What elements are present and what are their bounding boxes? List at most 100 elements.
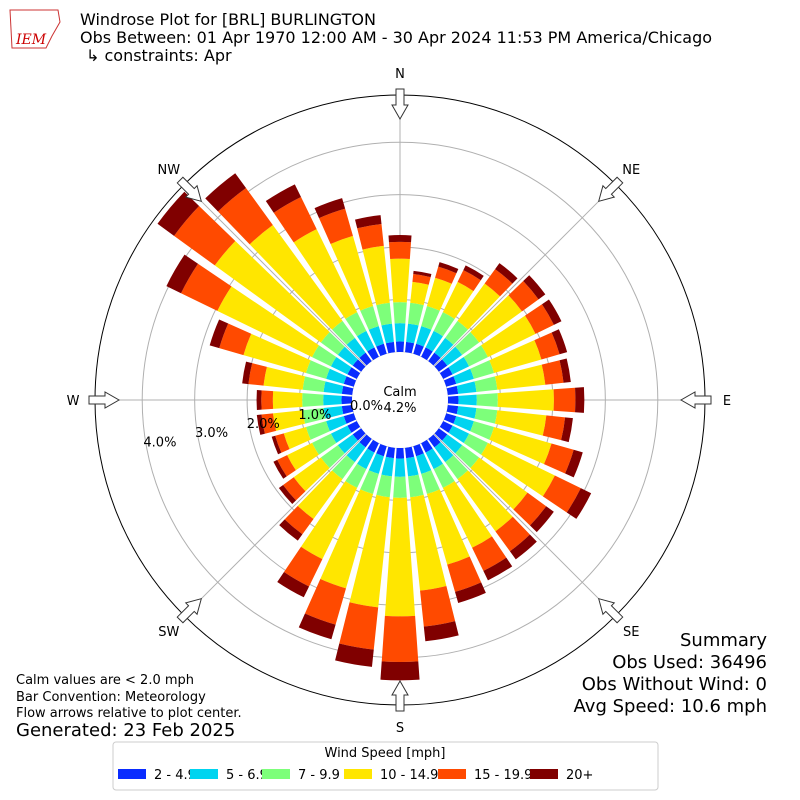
bar-segment	[420, 586, 456, 627]
bar-segment	[408, 302, 424, 326]
bar-segment	[435, 266, 457, 284]
bar-segment	[304, 578, 347, 625]
bar-segment	[335, 643, 374, 667]
bar-segment	[393, 302, 407, 324]
compass-label: W	[67, 394, 80, 409]
bar-segment	[455, 332, 480, 355]
compass-arrow	[176, 597, 203, 624]
bar-segment	[390, 258, 410, 303]
bar-segment	[349, 494, 390, 608]
bar-segment	[412, 274, 431, 285]
bar-segment	[388, 235, 412, 243]
bar-segment	[458, 394, 477, 406]
r-tick-label: 3.0%	[195, 426, 228, 441]
bar-segment	[463, 265, 484, 281]
bar-segment	[509, 534, 537, 560]
summary: Obs Without Wind: 0	[582, 674, 767, 695]
legend-label: 15 - 19.9	[474, 768, 532, 783]
bar-segment	[494, 410, 547, 436]
bar-segment	[272, 410, 306, 431]
bar-segment	[447, 395, 459, 405]
bar-segment	[273, 197, 317, 243]
bar-segment	[380, 661, 420, 681]
bar-segment	[376, 302, 392, 326]
bar-segment	[330, 425, 352, 443]
bar-segment	[494, 364, 546, 390]
bar-segment	[405, 341, 415, 354]
bar-segment	[406, 323, 419, 344]
bar-segment	[323, 381, 344, 394]
bar-segment	[523, 275, 546, 300]
bar-segment	[476, 393, 498, 407]
bar-segment	[345, 312, 367, 337]
bar-segment	[166, 254, 199, 294]
bar-segment	[447, 556, 482, 592]
bar-segment	[551, 329, 568, 355]
bar-segment	[474, 376, 498, 392]
bar-segment	[416, 453, 432, 474]
bar-segment	[453, 416, 474, 432]
logo-text: IEM	[15, 32, 47, 48]
note: Calm values are < 2.0 mph	[16, 673, 194, 688]
bar-segment	[345, 463, 367, 488]
r-tick-label: 2.0%	[247, 417, 280, 432]
chart-subtitle: Obs Between: 01 Apr 1970 12:00 AM - 30 A…	[80, 28, 712, 47]
legend-swatch	[344, 769, 372, 779]
bar-segment	[442, 281, 474, 319]
bar-segment	[426, 489, 470, 565]
bar-segment	[455, 582, 486, 603]
bar-segment	[284, 505, 314, 535]
bar-segment	[575, 387, 585, 413]
bar-segment	[293, 229, 358, 319]
bar-segment	[393, 476, 407, 498]
bar-segment	[448, 357, 470, 375]
bar-segment	[217, 286, 319, 358]
bar-segment	[513, 492, 547, 526]
bar-segment	[283, 477, 306, 501]
bar-segment	[341, 395, 353, 405]
bar-segment	[445, 320, 468, 345]
bar-segment	[339, 602, 379, 650]
bar-segment	[413, 270, 432, 278]
bar-segment	[428, 352, 441, 366]
summary: Obs Used: 36496	[612, 652, 767, 673]
bar-segment	[421, 305, 440, 330]
bar-segment	[341, 405, 354, 415]
bar-segment	[376, 343, 387, 357]
bar-segment	[434, 428, 448, 441]
bar-segment	[495, 263, 518, 284]
bar-segment	[388, 241, 412, 259]
bar-segment	[481, 315, 536, 358]
bar-segment	[446, 385, 459, 395]
bar-segment	[497, 389, 554, 411]
constraints: ↳ constraints: Apr	[86, 46, 232, 65]
note: Bar Convention: Meteorology	[16, 690, 206, 705]
bar-segment	[320, 332, 345, 355]
bar-segment	[301, 481, 358, 560]
bar-segment	[410, 281, 429, 306]
bar-segment	[439, 367, 453, 379]
legend-swatch	[262, 769, 290, 779]
bar-segment	[359, 352, 372, 366]
bar-segment	[423, 621, 459, 642]
bar-segment	[376, 474, 392, 498]
bar-segment	[561, 417, 573, 443]
legend-label: 10 - 14.9	[380, 768, 438, 783]
bar-segment	[405, 446, 415, 459]
bar-segment	[314, 198, 346, 219]
logo: IEM	[9, 9, 61, 49]
bar-segment	[346, 337, 366, 358]
bar-segment	[343, 376, 357, 387]
bar-segment	[385, 341, 395, 354]
bar-segment	[261, 390, 274, 410]
bar-segment	[541, 299, 562, 325]
bar-segment	[360, 305, 379, 330]
bar-segment	[433, 312, 455, 337]
bar-segment	[433, 463, 455, 488]
bar-segment	[381, 615, 419, 662]
grid-spoke	[183, 183, 367, 367]
bar-segment	[337, 346, 358, 366]
compass-arrow	[391, 679, 409, 712]
compass-label: N	[395, 67, 405, 82]
bar-segment	[305, 360, 330, 379]
